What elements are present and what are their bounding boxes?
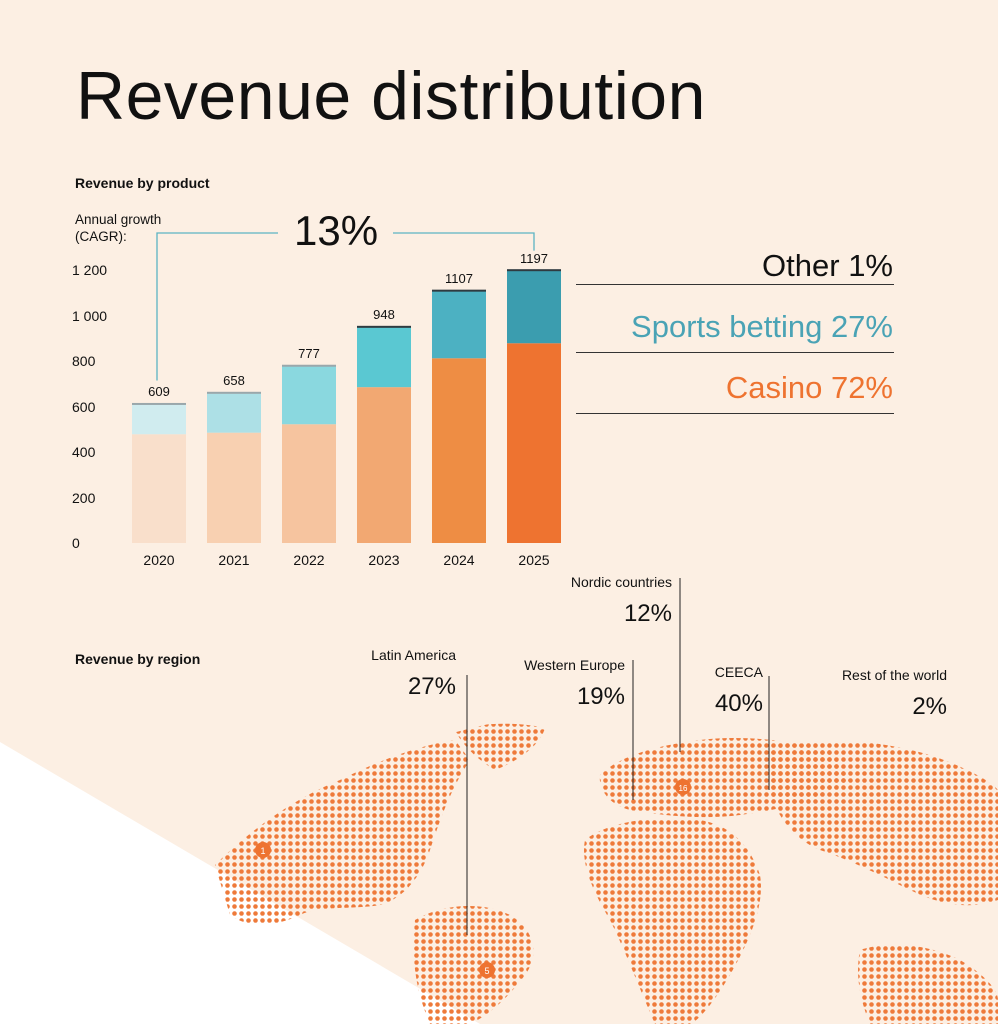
legend-rule-other (576, 284, 894, 285)
bar-other-2024 (432, 289, 486, 292)
y-tick-1000: 1 000 (72, 307, 108, 324)
x-tick-2022: 2022 (293, 552, 325, 568)
region-pct-rest-of-world: 2% (912, 693, 947, 720)
region-pct-western-europe: 19% (576, 683, 625, 710)
map-marker-16: 16 (675, 779, 691, 795)
legend-other: Other 1% (762, 248, 893, 283)
region-name-western-europe: Western Europe (524, 657, 625, 673)
region-name-rest-of-world: Rest of the world (841, 667, 947, 683)
map-marker-1: 1 (255, 842, 271, 858)
x-tick-2020: 2020 (143, 552, 175, 568)
region-name-ceeca: CEECA (714, 664, 763, 680)
marker-label-1: 1 (260, 846, 265, 856)
y-tick-800: 800 (72, 353, 96, 369)
region-pct-nordic: 12% (623, 600, 672, 627)
bar-total-2025: 1197 (520, 250, 548, 266)
page-title: Revenue distribution (76, 58, 706, 134)
x-tick-2021: 2021 (218, 552, 250, 568)
y-tick-400: 400 (72, 444, 96, 460)
cagr-caption-line2: (CAGR): (75, 229, 127, 244)
bar-sports-2024 (432, 291, 486, 359)
cagr-bracket (156, 232, 535, 381)
bar-total-2023: 948 (373, 307, 395, 323)
bar-casino-2022 (282, 424, 336, 543)
y-tick-0: 0 (72, 535, 80, 551)
bar-other-2021 (207, 391, 261, 394)
legend-casino: Casino 72% (725, 370, 893, 405)
bar-casino-2021 (207, 432, 261, 543)
legend-sports-betting: Sports betting 27% (631, 309, 893, 344)
bar-casino-2024 (432, 358, 486, 543)
legend-rule-casino (576, 413, 894, 414)
bar-sports-2021 (207, 393, 261, 433)
product-section-heading: Revenue by product (75, 175, 210, 191)
bar-sports-2025 (507, 270, 561, 344)
bar-casino-2023 (357, 387, 411, 543)
map-marker-5: 5 (479, 962, 495, 978)
cagr-bracket-line (156, 232, 535, 381)
legend-rule-sports (576, 352, 894, 353)
bar-total-2020: 609 (148, 384, 170, 400)
cagr-caption: Annual growth (CAGR): (75, 211, 215, 245)
bar-total-2024: 1107 (445, 271, 473, 287)
bar-total-2021: 658 (223, 373, 245, 389)
map-landmasses (215, 723, 998, 1024)
x-tick-2025: 2025 (518, 552, 550, 568)
bar-sports-2022 (282, 366, 336, 425)
y-tick-200: 200 (72, 489, 96, 506)
bar-total-2022: 777 (298, 346, 320, 362)
bar-sports-2023 (357, 327, 411, 388)
marker-label-5: 5 (484, 966, 489, 976)
cagr-caption-line1: Annual growth (75, 212, 162, 227)
x-tick-2023: 2023 (368, 552, 400, 568)
y-tick-600: 600 (72, 398, 96, 415)
region-name-latin-america: Latin America (371, 647, 456, 663)
marker-label-16: 16 (679, 784, 688, 793)
region-section-heading: Revenue by region (75, 651, 201, 667)
bar-other-2020 (132, 402, 186, 405)
x-tick-2024: 2024 (443, 552, 475, 568)
region-pct-latin-america: 27% (407, 673, 456, 700)
region-pct-ceeca: 40% (714, 690, 763, 717)
bar-sports-2020 (132, 404, 186, 435)
bar-casino-2025 (507, 343, 561, 543)
region-name-nordic: Nordic countries (570, 574, 672, 590)
cagr-value: 13% (294, 207, 379, 254)
y-tick-1200: 1 200 (72, 262, 108, 278)
bars-group (132, 269, 561, 543)
bar-other-2023 (357, 325, 411, 328)
bar-other-2025 (507, 269, 561, 272)
bar-casino-2020 (132, 434, 186, 543)
bar-other-2022 (282, 364, 336, 367)
